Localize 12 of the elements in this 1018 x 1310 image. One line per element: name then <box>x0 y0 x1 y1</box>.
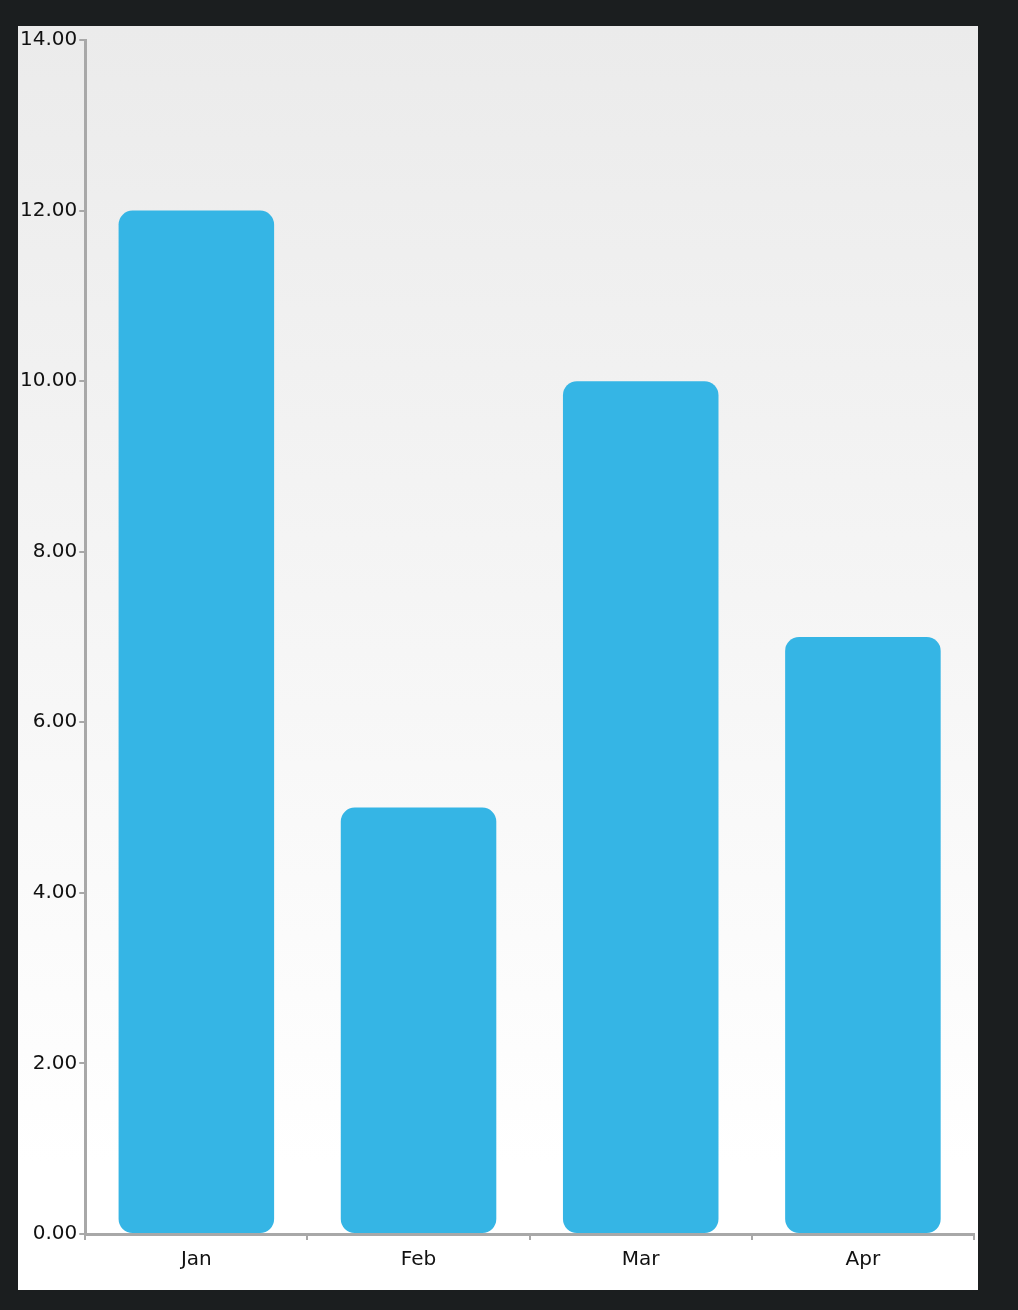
y-tick-label: 2.00 <box>32 1049 78 1074</box>
y-tick-label: 12.00 <box>19 196 78 221</box>
y-tick-label: 10.00 <box>19 367 78 392</box>
x-tick-label: Jan <box>178 1246 212 1271</box>
x-tick-label: Apr <box>845 1246 881 1271</box>
x-tick-label: Feb <box>400 1246 437 1271</box>
y-tick-label: 4.00 <box>32 879 78 904</box>
y-tick-label: 6.00 <box>32 708 78 733</box>
y-tick-label: 8.00 <box>32 537 78 562</box>
y-tick-label: 14.00 <box>19 26 78 51</box>
y-tick-label: 0.00 <box>32 1220 78 1245</box>
x-tick-label: Mar <box>621 1246 661 1271</box>
